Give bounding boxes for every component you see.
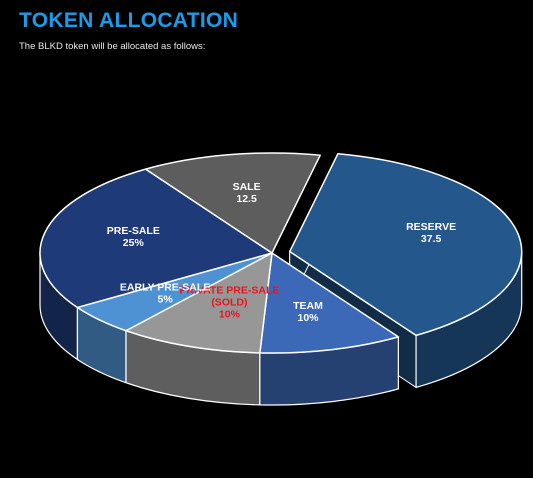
pie-slice-sale: [144, 152, 321, 254]
pie-slice-presale: [39, 168, 273, 309]
slice-label-presale-0: PRE-SALE: [107, 225, 160, 237]
page-title: TOKEN ALLOCATION: [19, 9, 239, 32]
page-subtitle: The BLKD token will be allocated as foll…: [19, 41, 206, 52]
slice-label-early-0: EARLY PRE-SALE: [120, 282, 210, 294]
pie-slice-reserve: [288, 152, 523, 337]
slice-label-sale-0: SALE: [233, 181, 261, 193]
slice-label-team-0: TEAM: [293, 300, 323, 312]
slice-label-private-0: PRIVATE PRE-SALE: [179, 284, 279, 296]
slice-label-reserve-1: 37.5: [421, 233, 442, 245]
slice-label-private-1: (SOLD): [211, 296, 247, 308]
slice-label-early-1: 5%: [158, 294, 174, 306]
slice-label-sale-1: 12.5: [236, 193, 257, 205]
slice-label-team-1: 10%: [297, 312, 319, 324]
slice-label-reserve-0: RESERVE: [406, 221, 456, 233]
pie-slice-private: [125, 252, 273, 354]
pie-slice-team: [259, 252, 400, 354]
slice-label-presale-1: 25%: [123, 237, 145, 249]
slice-label-private-2: 10%: [219, 308, 241, 320]
